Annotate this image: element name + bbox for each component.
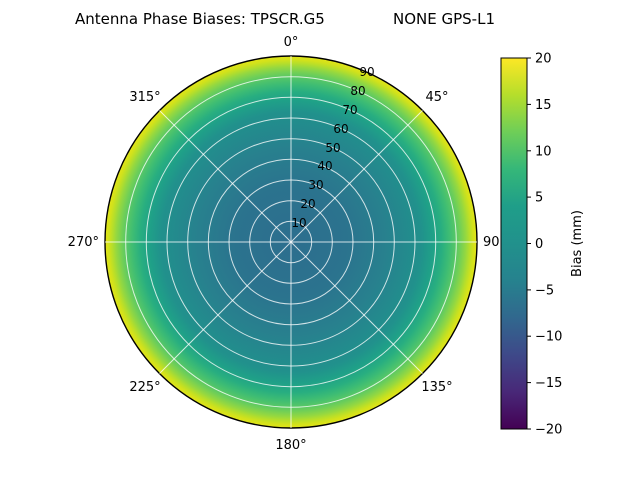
theta-label-315: 315° bbox=[129, 90, 160, 105]
theta-label-225: 225° bbox=[129, 380, 160, 395]
cbar-label-m10: −10 bbox=[535, 330, 562, 345]
plot-title-left: Antenna Phase Biases: TPSCR.G5 bbox=[75, 10, 325, 28]
radial-label-90: 90 bbox=[359, 65, 374, 79]
cbar-label-5: 5 bbox=[535, 191, 543, 206]
radial-tick-labels: 10 20 30 40 50 60 70 80 90 bbox=[291, 65, 374, 230]
cbar-label-m15: −15 bbox=[535, 376, 562, 391]
cbar-label-10: 10 bbox=[535, 144, 552, 159]
plot-title-right: NONE GPS-L1 bbox=[393, 10, 495, 28]
colorbar-ticks bbox=[527, 57, 531, 430]
radial-label-30: 30 bbox=[308, 178, 323, 192]
theta-label-90: 90 bbox=[483, 235, 500, 250]
theta-label-270: 270° bbox=[68, 235, 99, 250]
cbar-label-m5: −5 bbox=[535, 283, 554, 298]
theta-tick-labels: 0° 45° 90 135° 180° 225° 270° 315° bbox=[68, 35, 500, 453]
angular-grid bbox=[105, 56, 477, 428]
radial-label-20: 20 bbox=[300, 197, 315, 211]
radial-label-70: 70 bbox=[342, 103, 357, 117]
cbar-label-15: 15 bbox=[535, 98, 552, 113]
theta-label-45: 45° bbox=[425, 90, 448, 105]
radial-label-60: 60 bbox=[333, 122, 348, 136]
radial-label-40: 40 bbox=[317, 159, 332, 173]
colorbar: 20 15 10 5 0 −5 −10 −15 −20 Bias (mm) bbox=[500, 52, 585, 438]
theta-label-0: 0° bbox=[284, 35, 299, 50]
colorbar-gradient bbox=[500, 57, 528, 430]
theta-label-135: 135° bbox=[421, 380, 452, 395]
theta-label-180: 180° bbox=[275, 438, 306, 453]
radial-label-50: 50 bbox=[325, 141, 340, 155]
cbar-label-20: 20 bbox=[535, 52, 552, 67]
cbar-label-0: 0 bbox=[535, 237, 543, 252]
radial-label-80: 80 bbox=[350, 84, 365, 98]
colorbar-axis-label: Bias (mm) bbox=[570, 210, 585, 277]
cbar-label-m20: −20 bbox=[535, 423, 562, 438]
radial-label-10: 10 bbox=[291, 216, 306, 230]
colorbar-tick-labels: 20 15 10 5 0 −5 −10 −15 −20 bbox=[535, 52, 562, 438]
